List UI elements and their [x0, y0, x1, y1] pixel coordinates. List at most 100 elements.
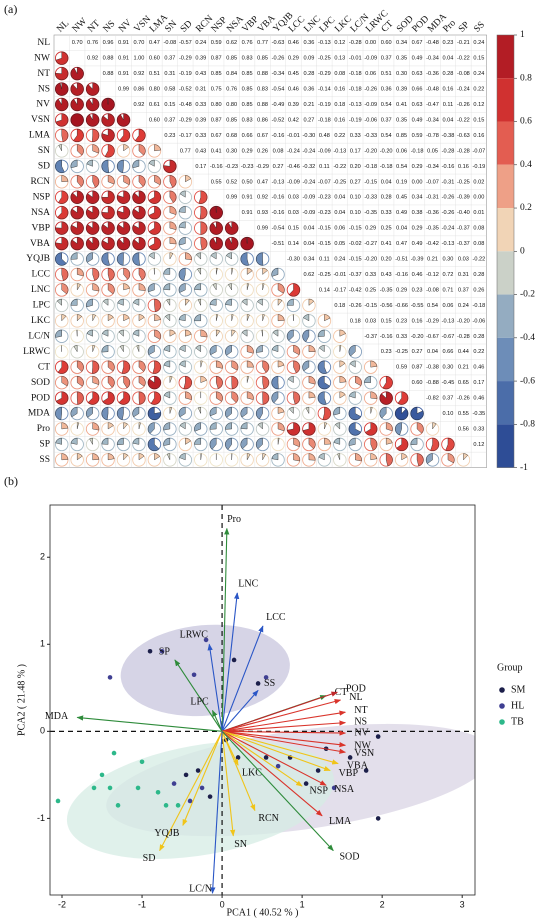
correlation-label: 0.37 [443, 396, 454, 402]
colorbar-label: -0.8 [520, 420, 535, 430]
correlation-label: 0.00 [473, 195, 484, 201]
loading-label: NV [354, 728, 369, 739]
correlation-label: 0.27 [350, 179, 361, 185]
correlation-label: 0.27 [273, 164, 284, 170]
pie-wedge [154, 298, 161, 312]
pie-wedge [262, 267, 268, 275]
row-label: VBA [30, 239, 50, 249]
pie-wedge [256, 252, 264, 266]
sample-point [175, 803, 181, 808]
correlation-label: -0.15 [349, 257, 362, 263]
pie-wedge [70, 298, 78, 306]
loading-arrow [76, 715, 223, 732]
correlation-label: 0.03 [458, 257, 469, 263]
pie-wedge [209, 298, 217, 306]
pie-wedge [288, 407, 294, 415]
correlation-label: 0.28 [473, 334, 484, 340]
correlation-label: -0.45 [442, 380, 455, 386]
correlation-label: 0.06 [396, 148, 407, 154]
correlation-label: -0.26 [457, 102, 470, 108]
sample-point [91, 785, 97, 791]
pie-wedge [262, 453, 266, 460]
correlation-label: -0.24 [303, 148, 316, 154]
correlation-label: 0.04 [396, 226, 407, 232]
pie-wedge [166, 453, 171, 460]
colorbar-band [497, 164, 514, 209]
row-label: NW [34, 53, 50, 63]
pie-wedge [179, 422, 186, 430]
correlation-label: 0.60 [149, 117, 160, 123]
pie-wedge [119, 345, 124, 353]
pie-wedge [246, 267, 253, 275]
correlation-label: 0.24 [195, 40, 206, 46]
pie-wedge [148, 190, 161, 204]
plot-frame [49, 504, 476, 896]
correlation-label: 0.27 [303, 117, 314, 123]
pie-wedge [348, 345, 356, 357]
correlation-label: -0.23 [241, 164, 254, 170]
pie-wedge [209, 407, 217, 417]
pie-wedge [183, 376, 192, 390]
pie-wedge [70, 237, 84, 251]
correlation-label: -0.24 [442, 226, 455, 232]
y-tick-label: -1 [37, 813, 45, 823]
correlation-label: -0.63 [272, 40, 285, 46]
pie-wedge [370, 437, 378, 451]
correlation-label: -0.20 [364, 257, 377, 263]
correlation-label: 0.00 [412, 179, 423, 185]
pie-wedge [447, 453, 455, 464]
colorbar-band [497, 381, 514, 425]
loading-label: YQJB [154, 828, 179, 839]
pie-wedge [55, 407, 62, 420]
pie-wedge [92, 422, 100, 431]
loading-label: SP [159, 647, 171, 658]
pie-wedge [355, 376, 362, 386]
correlation-label: -0.54 [272, 87, 285, 93]
correlation-label: -0.09 [318, 148, 331, 154]
pie-wedge [432, 422, 437, 430]
correlation-label: 0.12 [473, 102, 484, 108]
correlation-label: 0.85 [242, 71, 253, 77]
correlation-label: 0.26 [257, 148, 268, 154]
row-label: NL [37, 38, 50, 48]
colorbar-band [497, 208, 514, 252]
row-label: NS [38, 84, 50, 94]
sample-point [303, 781, 309, 786]
pie-wedge [92, 128, 100, 142]
sample-point [203, 637, 209, 643]
colorbar-label: 1 [520, 30, 525, 40]
pie-wedge [117, 237, 131, 251]
pie-wedge [370, 391, 378, 400]
pie-wedge [92, 314, 96, 321]
sample-point [375, 816, 381, 821]
pie-wedge [395, 407, 409, 420]
correlation-label: -0.15 [318, 241, 331, 247]
correlation-label: 0.10 [350, 210, 361, 216]
correlation-label: 0.33 [195, 102, 206, 108]
pie-wedge [410, 407, 424, 421]
pie-wedge [101, 237, 115, 251]
pie-wedge [287, 376, 294, 383]
pie-wedge [55, 437, 62, 445]
correlation-label: 0.03 [288, 210, 299, 216]
loading-label: NW [354, 741, 371, 752]
pie-wedge [240, 437, 248, 450]
pie-wedge [287, 329, 294, 341]
pie-wedge [132, 159, 140, 169]
loading-label: RCN [258, 813, 279, 824]
column-label: LPC [318, 15, 337, 34]
pie-wedge [117, 113, 131, 127]
pie-wedge [185, 298, 190, 306]
pie-wedge [76, 376, 84, 387]
x-tick-label: -1 [138, 899, 146, 909]
pie-wedge [257, 298, 263, 306]
pie-wedge [302, 329, 310, 343]
correlation-label: -0.28 [457, 334, 470, 340]
correlation-label: 0.16 [443, 87, 454, 93]
pie-wedge [148, 252, 155, 260]
correlation-label: -0.20 [364, 148, 377, 154]
correlation-label: 0.00 [365, 40, 376, 46]
pie-wedge [61, 128, 69, 142]
correlation-label: 0.28 [473, 272, 484, 278]
correlation-label: 0.87 [211, 117, 222, 123]
